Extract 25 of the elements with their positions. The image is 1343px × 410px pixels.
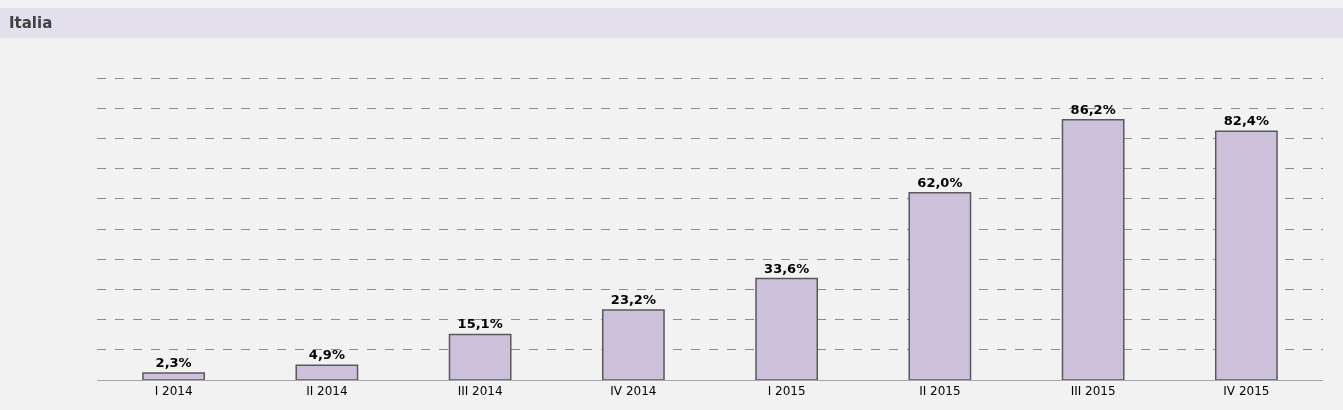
bar [142, 372, 206, 380]
x-tick-label: III 2014 [457, 384, 503, 399]
data-label: 23,2% [610, 291, 656, 307]
data-label: 2,3% [155, 355, 192, 371]
bar [448, 333, 512, 380]
x-tick-label: IV 2015 [1223, 384, 1270, 399]
data-label: 62,0% [917, 174, 963, 190]
data-label: 33,6% [764, 260, 810, 276]
data-label: 4,9% [308, 347, 345, 363]
bar [755, 277, 819, 380]
data-label: 86,2% [1070, 101, 1116, 117]
bar [1061, 118, 1125, 380]
x-tick-label: I 2015 [767, 384, 806, 399]
x-tick-label: III 2015 [1070, 384, 1116, 399]
bar [601, 309, 665, 380]
x-tick-label: II 2015 [919, 384, 961, 399]
x-tick-label: II 2014 [306, 384, 348, 399]
bar [1214, 130, 1278, 380]
data-label: 82,4% [1223, 113, 1269, 129]
x-tick-label: I 2014 [154, 384, 193, 399]
data-label: 15,1% [457, 316, 503, 332]
bar [295, 364, 359, 380]
chart-title: Italia [9, 14, 53, 32]
bar [908, 192, 972, 380]
x-tick-label: IV 2014 [610, 384, 657, 399]
